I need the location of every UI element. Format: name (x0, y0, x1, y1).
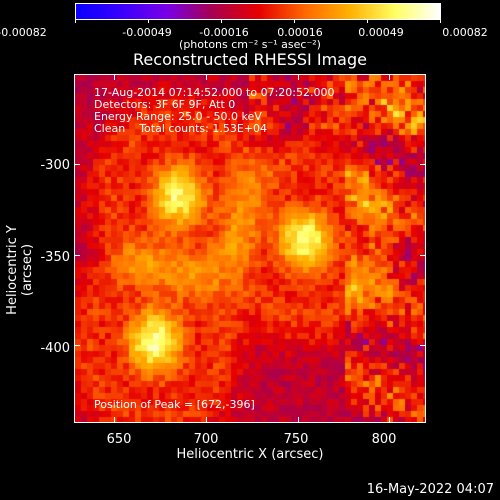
colorbar-tickmark (221, 19, 222, 23)
x-axis-label: Heliocentric X (arcsec) (176, 447, 324, 462)
y-tick-label: -400 (40, 341, 70, 356)
x-tickmark (114, 417, 116, 423)
heatmap-image (75, 75, 425, 422)
colorbar-tick-label: 0.00082 (442, 26, 488, 39)
x-tickmark (297, 417, 299, 423)
x-tick-label: 750 (283, 432, 309, 447)
colorbar-tick-label: -0.00049 (122, 26, 172, 39)
x-tick-label: 650 (106, 432, 132, 447)
x-tickmark (114, 74, 116, 80)
y-tickmark (74, 345, 80, 347)
colorbar-tickmark (440, 19, 441, 23)
info-detectors: Detectors: 3F 6F 9F, Att 0 (94, 98, 236, 111)
y-axis-label: Heliocentric Y (arcsec) (5, 225, 35, 315)
info-time-range: 17-Aug-2014 07:14:52.000 to 07:20:52.000 (94, 86, 335, 99)
colorbar-unit-label: (photons cm⁻² s⁻¹ asec⁻²) (179, 38, 321, 51)
x-tickmark (206, 74, 207, 80)
y-tickmark (420, 164, 426, 166)
colorbar-tick-label: 0.00049 (358, 26, 404, 39)
colorbar (75, 3, 441, 20)
colorbar-tickmark (75, 19, 76, 23)
plot-title: Reconstructed RHESSI Image (133, 50, 367, 69)
x-tickmark (389, 74, 391, 80)
timestamp-footer: 16-May-2022 04:07 (366, 482, 494, 497)
info-algorithm: Clean Total counts: 1.53E+04 (94, 122, 268, 135)
y-tickmark (74, 164, 80, 166)
y-tickmark (74, 254, 80, 256)
colorbar-tickmark (148, 19, 149, 23)
colorbar-tick-label: -0.00082 (0, 26, 47, 39)
info-peak-position: Position of Peak = [672,-396] (94, 398, 255, 411)
info-energy-range: Energy Range: 25.0 - 50.0 keV (94, 110, 262, 123)
y-tickmark (420, 254, 426, 256)
colorbar-tick-label: -0.00016 (199, 26, 249, 39)
y-tickmark (420, 345, 426, 347)
colorbar-tickmark (367, 19, 368, 23)
x-tick-label: 700 (193, 432, 219, 447)
x-tickmark (297, 74, 299, 80)
colorbar-tickmark (294, 19, 295, 23)
y-tick-label: -300 (40, 158, 70, 173)
x-tickmark (206, 417, 207, 423)
colorbar-tick-label: 0.00016 (277, 26, 323, 39)
plot-area (74, 74, 426, 423)
x-tickmark (389, 417, 391, 423)
y-tick-label: -350 (40, 250, 70, 265)
x-tick-label: 800 (371, 432, 397, 447)
